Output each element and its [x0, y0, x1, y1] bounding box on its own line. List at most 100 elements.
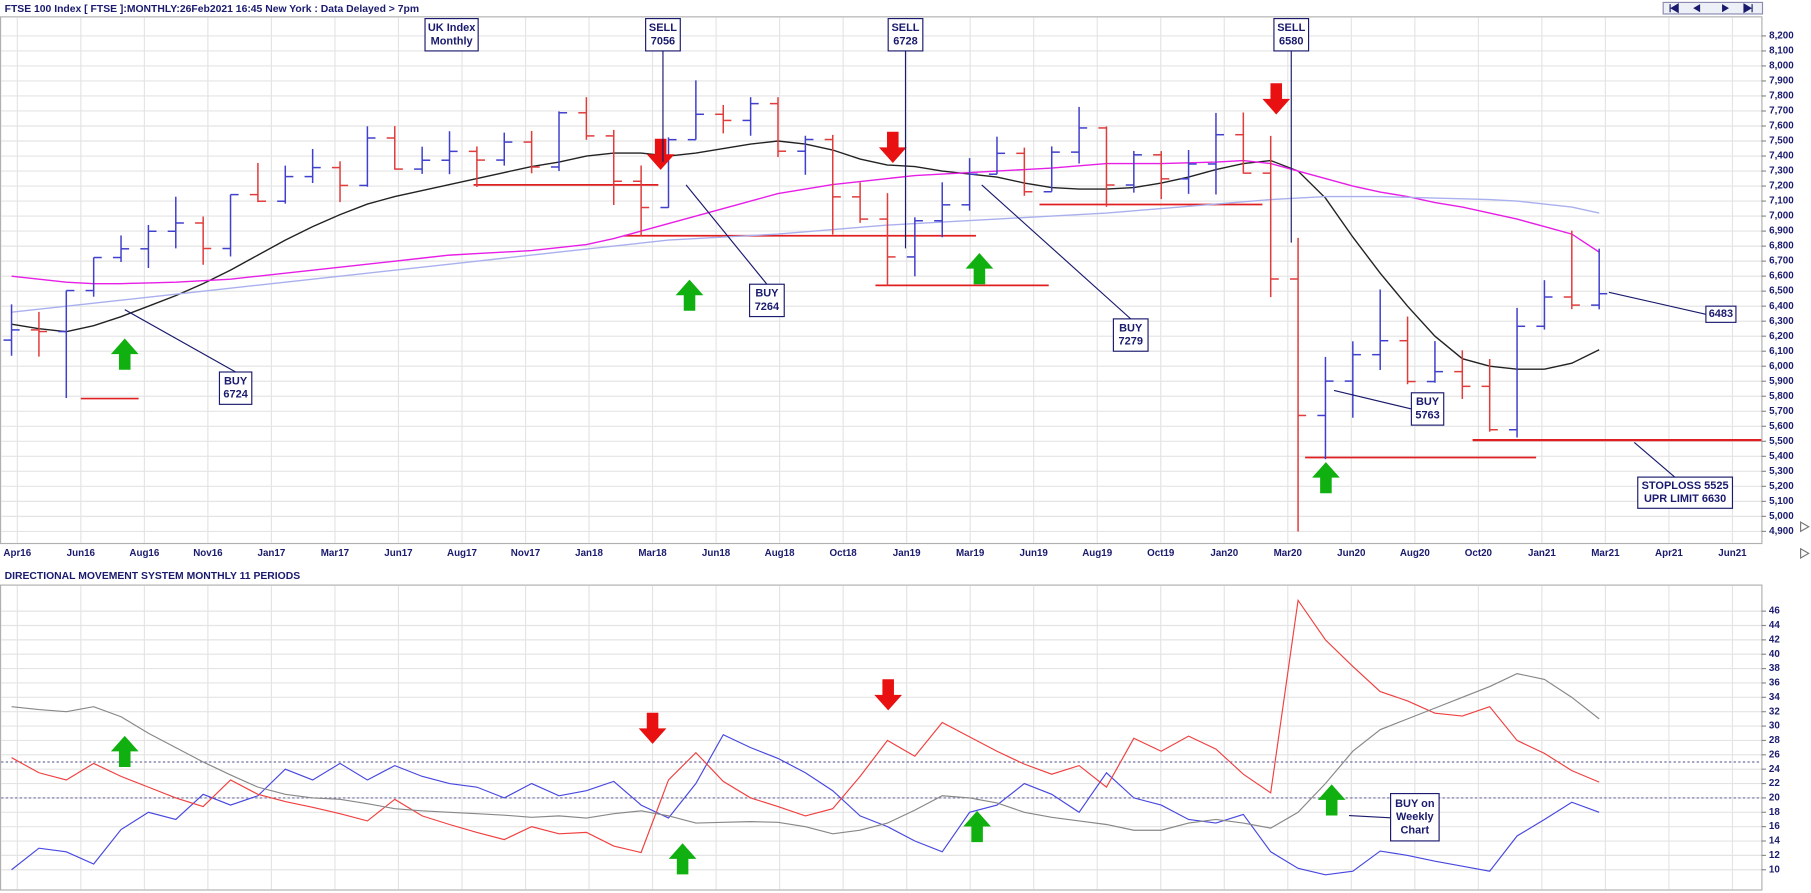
- annotation-box: [1273, 18, 1310, 52]
- dmi-line: [11, 673, 1600, 835]
- nav-buttons[interactable]: [1662, 1, 1764, 15]
- annotation-box: [1705, 305, 1737, 323]
- y-tick-label: 30: [1769, 721, 1780, 732]
- x-tick-label: Jan18: [575, 548, 603, 559]
- annotation-box: [1410, 392, 1445, 426]
- annotation-text: 6483: [1709, 308, 1733, 320]
- sell-arrow: [638, 712, 667, 744]
- y-tick-label: 34: [1769, 692, 1780, 703]
- nav-next[interactable]: [1722, 4, 1729, 13]
- x-tick-label: Jun16: [67, 548, 96, 559]
- annotation-leader: [685, 184, 768, 285]
- sell-arrow: [878, 131, 907, 163]
- y-tick-label: 6,100: [1769, 346, 1794, 357]
- annotation-box: [645, 18, 681, 52]
- y-tick-label: 7,800: [1769, 91, 1794, 102]
- annotation-box: [1390, 792, 1440, 842]
- annotation-text: BUY: [224, 375, 248, 387]
- x-tick-label: Apr16: [3, 548, 31, 559]
- y-tick-label: 6,300: [1769, 316, 1794, 327]
- annotation-leader: [1633, 442, 1676, 478]
- y-tick-label: 5,700: [1769, 406, 1794, 417]
- y-tick-label: 5,200: [1769, 481, 1794, 492]
- y-tick-label: 8,200: [1769, 31, 1794, 42]
- y-tick-label: 14: [1769, 836, 1780, 847]
- annotation-text: SELL: [649, 22, 677, 34]
- nav-prev[interactable]: [1693, 4, 1701, 13]
- sell-arrow: [1262, 83, 1291, 115]
- y-tick-label: 18: [1769, 807, 1780, 818]
- y-tick-label: 40: [1769, 649, 1780, 660]
- annotation-text: 6728: [893, 35, 917, 47]
- x-tick-label: Nov17: [511, 548, 541, 559]
- x-tick-label: Mar18: [638, 548, 667, 559]
- y-tick-label: 7,100: [1769, 196, 1794, 207]
- sell-arrow: [874, 679, 903, 711]
- annotation-box: [749, 283, 785, 318]
- x-tick-label: Aug19: [1082, 548, 1112, 559]
- x-tick-label: Jun17: [384, 548, 413, 559]
- buy-arrow: [675, 279, 704, 311]
- y-tick-label: 7,700: [1769, 106, 1794, 117]
- annotation-text: STOPLOSS 5525: [1642, 480, 1729, 492]
- x-tick-label: Nov16: [193, 548, 223, 559]
- x-tick-label: Jun18: [702, 548, 731, 559]
- y-tick-label: 7,300: [1769, 166, 1794, 177]
- y-tick-label: 6,800: [1769, 241, 1794, 252]
- y-tick-label: 16: [1769, 821, 1780, 832]
- y-tick-label: 44: [1769, 620, 1780, 631]
- x-tick-label: Aug17: [447, 548, 477, 559]
- nav-last[interactable]: [1743, 3, 1753, 14]
- dmi-line: [11, 598, 1600, 854]
- moving-average: [11, 159, 1600, 285]
- x-tick-label: Mar21: [1591, 548, 1620, 559]
- buy-arrow: [1317, 784, 1346, 816]
- y-tick-label: 4,900: [1769, 526, 1794, 537]
- y-tick-label: 6,600: [1769, 271, 1794, 282]
- x-tick-label: Mar19: [956, 548, 985, 559]
- annotation-box: [424, 18, 479, 52]
- annotation-text: Monthly: [431, 35, 474, 47]
- x-tick-label: Jan20: [1210, 548, 1238, 559]
- y-tick-label: 8,000: [1769, 61, 1794, 72]
- y-tick-label: 7,200: [1769, 181, 1794, 192]
- x-tick-label: Aug16: [129, 548, 159, 559]
- annotation-box: [887, 18, 924, 52]
- buy-arrow: [668, 843, 697, 875]
- y-tick-label: 8,100: [1769, 46, 1794, 57]
- y-tick-label: 38: [1769, 663, 1780, 674]
- moving-average: [11, 195, 1600, 313]
- y-tick-label: 6,200: [1769, 331, 1794, 342]
- annotation-box: [1112, 318, 1149, 352]
- annotation-text: 7279: [1119, 336, 1143, 348]
- y-tick-label: 5,300: [1769, 466, 1794, 477]
- y-tick-label: 42: [1769, 634, 1780, 645]
- y-tick-label: 5,400: [1769, 451, 1794, 462]
- x-tick-label: Oct20: [1465, 548, 1493, 559]
- nav-first[interactable]: [1669, 3, 1679, 14]
- y-tick-label: 26: [1769, 749, 1780, 760]
- y-tick-label: 12: [1769, 850, 1780, 861]
- x-tick-label: Apr21: [1655, 548, 1683, 559]
- dmi-title: DIRECTIONAL MOVEMENT SYSTEM MONTHLY 11 P…: [5, 571, 301, 582]
- scroll-marker: [1800, 521, 1810, 533]
- y-tick-label: 20: [1769, 793, 1780, 804]
- y-tick-label: 32: [1769, 706, 1780, 717]
- y-tick-label: 46: [1769, 606, 1780, 617]
- y-tick-label: 22: [1769, 778, 1780, 789]
- buy-arrow: [963, 810, 991, 843]
- buy-arrow: [965, 253, 994, 285]
- price-title: FTSE 100 Index [ FTSE ]:MONTHLY:26Feb202…: [5, 4, 419, 15]
- annotation-leader: [124, 309, 236, 373]
- x-tick-label: Aug20: [1400, 548, 1430, 559]
- x-tick-label: Jun19: [1020, 548, 1049, 559]
- nav-bar[interactable]: [1662, 1, 1764, 15]
- price-panel-frame: [0, 16, 1763, 545]
- y-tick-label: 6,500: [1769, 286, 1794, 297]
- buy-arrow: [1312, 462, 1340, 494]
- x-tick-label: Jan17: [258, 548, 286, 559]
- x-tick-label: Mar20: [1274, 548, 1303, 559]
- annotation-text: Weekly: [1396, 811, 1435, 823]
- annotation-text: SELL: [891, 22, 919, 34]
- annotation-text: 7056: [651, 35, 675, 47]
